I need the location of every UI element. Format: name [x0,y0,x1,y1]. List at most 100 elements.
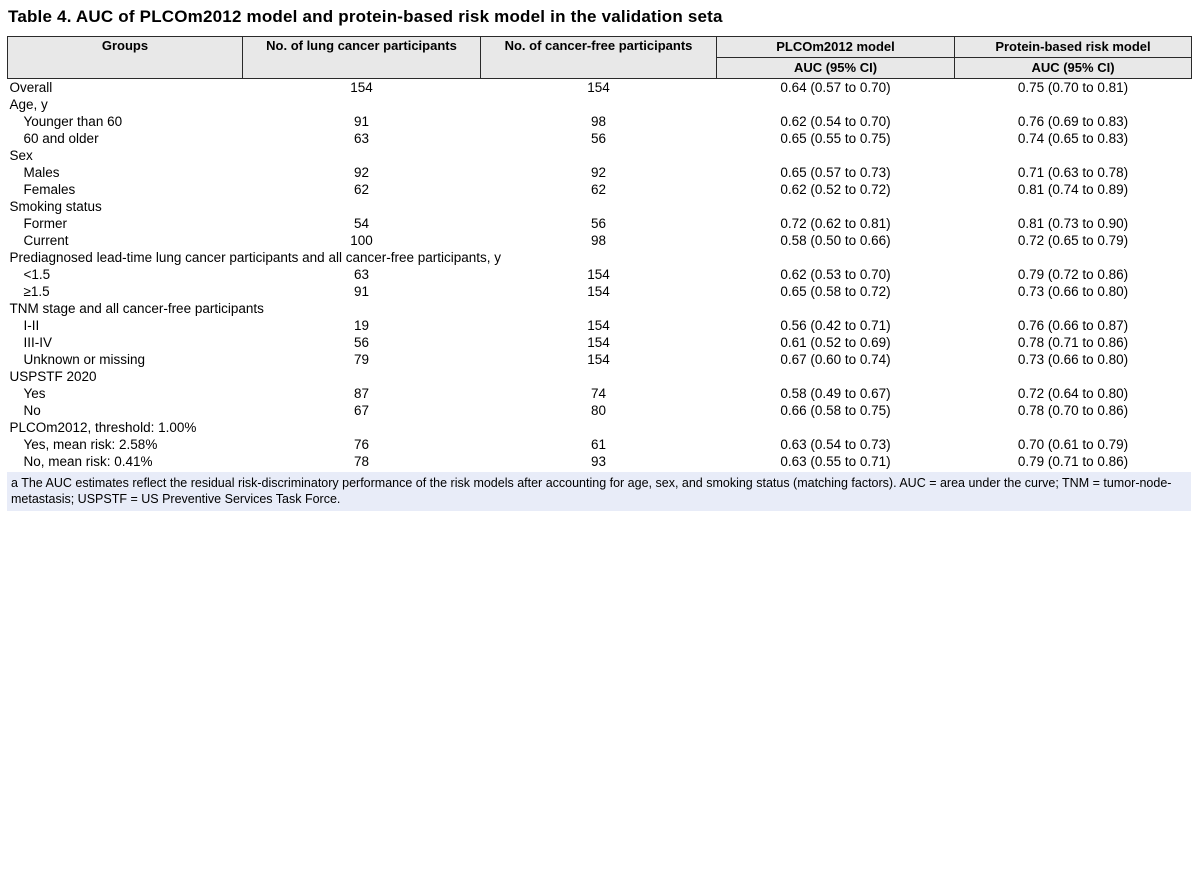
header-protein-auc-ci: AUC (95% CI) [954,57,1192,79]
protein-auc-cell: 0.75 (0.70 to 0.81) [1017,80,1129,95]
header-protein-model: Protein-based risk model [954,36,1192,58]
lung-count-cell [243,419,481,436]
plco-auc-cell [717,300,955,317]
lung-count-cell: 56 [353,335,370,350]
protein-auc-cell: 0.72 (0.64 to 0.80) [1017,386,1129,401]
cancer-free-count-cell: 98 [590,233,607,248]
group-cell: Unknown or missing [23,352,146,367]
protein-auc-cell [955,300,1192,317]
plco-auc-cell [717,96,955,113]
table-row: <1.5 63 154 0.62 (0.53 to 0.70) 0.79 (0.72 t… [8,266,1192,283]
protein-auc-cell: 0.71 (0.63 to 0.78) [1017,165,1129,180]
table-row: Former 54 56 0.72 (0.62 to 0.81) 0.81 (0.73 … [8,215,1192,232]
cancer-free-count-cell: 154 [587,318,610,333]
table-row: Current 100 98 0.58 (0.50 to 0.66) 0.72 (0.6… [8,232,1192,249]
table-row: Males 92 92 0.65 (0.57 to 0.73) 0.71 (0.63 t… [8,164,1192,181]
plco-auc-cell [717,198,955,215]
group-cell: 60 and older [23,131,99,146]
cancer-free-count-cell [481,96,717,113]
group-cell: TNM stage and all cancer-free participan… [9,301,264,316]
plco-auc-cell: 0.67 (0.60 to 0.74) [780,352,891,367]
lung-count-cell: 78 [353,454,370,469]
plco-auc-cell: 0.62 (0.52 to 0.72) [780,182,891,197]
auc-table: Groups No. of lung cancer participants N… [7,36,1192,470]
lung-count-cell: 19 [353,318,370,333]
protein-auc-cell: 0.79 (0.71 to 0.86) [1017,454,1129,469]
table-row: USPSTF 2020 [8,368,1192,385]
group-cell: Sex [9,148,33,163]
group-cell: No [23,403,41,418]
cancer-free-count-cell: 154 [587,352,610,367]
cancer-free-count-cell: 62 [590,182,607,197]
plco-auc-cell [717,419,955,436]
protein-auc-cell [955,147,1192,164]
table-title-text: Table 4. AUC of PLCOm2012 model and prot… [8,7,714,26]
protein-auc-cell: 0.81 (0.73 to 0.90) [1017,216,1129,231]
group-cell: <1.5 [23,267,51,282]
protein-auc-cell [955,198,1192,215]
group-cell: Age, y [9,97,48,112]
protein-auc-cell: 0.73 (0.66 to 0.80) [1017,352,1129,367]
lung-count-cell: 63 [353,131,370,146]
plco-auc-cell [717,249,955,266]
cancer-free-count-cell [481,249,717,266]
lung-count-cell [243,198,481,215]
header-row-2: AUC (95% CI) AUC (95% CI) [8,57,1192,79]
table-row: I-II 19 154 0.56 (0.42 to 0.71) 0.76 (0.66 t… [8,317,1192,334]
group-cell: Overall [9,80,53,95]
plco-auc-cell: 0.62 (0.54 to 0.70) [780,114,891,129]
lung-count-cell [243,368,481,385]
header-plco-model: PLCOm2012 model [716,36,955,58]
table-title: Table 4. AUC of PLCOm2012 model and prot… [8,6,1200,28]
group-cell: Males [23,165,60,180]
title-footnote-marker: a [713,7,723,26]
protein-auc-cell: 0.78 (0.71 to 0.86) [1017,335,1129,350]
plco-auc-cell [717,147,955,164]
protein-auc-cell [955,368,1192,385]
table-row: Yes, mean risk: 2.58% 76 61 0.63 (0.54 to 0… [8,436,1192,453]
cancer-free-count-cell: 93 [590,454,607,469]
table-row: Unknown or missing 79 154 0.67 (0.60 to 0.7… [8,351,1192,368]
plco-auc-cell: 0.72 (0.62 to 0.81) [780,216,891,231]
plco-auc-cell: 0.58 (0.50 to 0.66) [780,233,891,248]
group-cell: III-IV [23,335,53,350]
table-row: No, mean risk: 0.41% 78 93 0.63 (0.55 to 0.… [8,453,1192,470]
cancer-free-count-cell: 56 [590,216,607,231]
lung-count-cell: 62 [353,182,370,197]
cancer-free-count-cell [481,198,717,215]
lung-count-cell: 63 [353,267,370,282]
protein-auc-cell: 0.78 (0.70 to 0.86) [1017,403,1129,418]
plco-auc-cell: 0.63 (0.55 to 0.71) [780,454,891,469]
group-cell: Former [23,216,68,231]
table-row: Younger than 60 91 98 0.62 (0.54 to 0.70) 0.… [8,113,1192,130]
table-footnote: a The AUC estimates reflect the residual… [7,472,1191,511]
group-cell: Yes [23,386,46,401]
cancer-free-count-cell: 154 [587,284,610,299]
cancer-free-count-cell [481,300,717,317]
table-row: ≥1.5 91 154 0.65 (0.58 to 0.72) 0.73 (0.66 t… [8,283,1192,300]
table-row: PLCOm2012, threshold: 1.00% [8,419,1192,436]
group-cell: Smoking status [9,199,102,214]
lung-count-cell [243,300,481,317]
table-header: Groups No. of lung cancer participants N… [7,36,1192,79]
table-row: Yes 87 74 0.58 (0.49 to 0.67) 0.72 (0.64 to … [8,385,1192,402]
group-cell: PLCOm2012, threshold: 1.00% [9,420,197,435]
cancer-free-count-cell: 56 [590,131,607,146]
lung-count-cell: 91 [353,114,370,129]
header-cancer-free-count: No. of cancer-free participants [480,36,717,79]
table-row: Age, y [8,96,1192,113]
header-lung-count: No. of lung cancer participants [242,36,481,79]
lung-count-cell: 54 [353,216,370,231]
table-row: Prediagnosed lead-time lung cancer parti… [8,249,1192,266]
protein-auc-cell: 0.70 (0.61 to 0.79) [1017,437,1129,452]
plco-auc-cell: 0.65 (0.57 to 0.73) [780,165,891,180]
protein-auc-cell: 0.76 (0.69 to 0.83) [1017,114,1129,129]
page: Table 4. AUC of PLCOm2012 model and prot… [0,6,1200,511]
lung-count-cell: 154 [350,80,373,95]
cancer-free-count-cell: 61 [590,437,607,452]
cancer-free-count-cell [481,147,717,164]
protein-auc-cell: 0.72 (0.65 to 0.79) [1017,233,1129,248]
cancer-free-count-cell [481,419,717,436]
plco-auc-cell [717,368,955,385]
plco-auc-cell: 0.62 (0.53 to 0.70) [780,267,891,282]
